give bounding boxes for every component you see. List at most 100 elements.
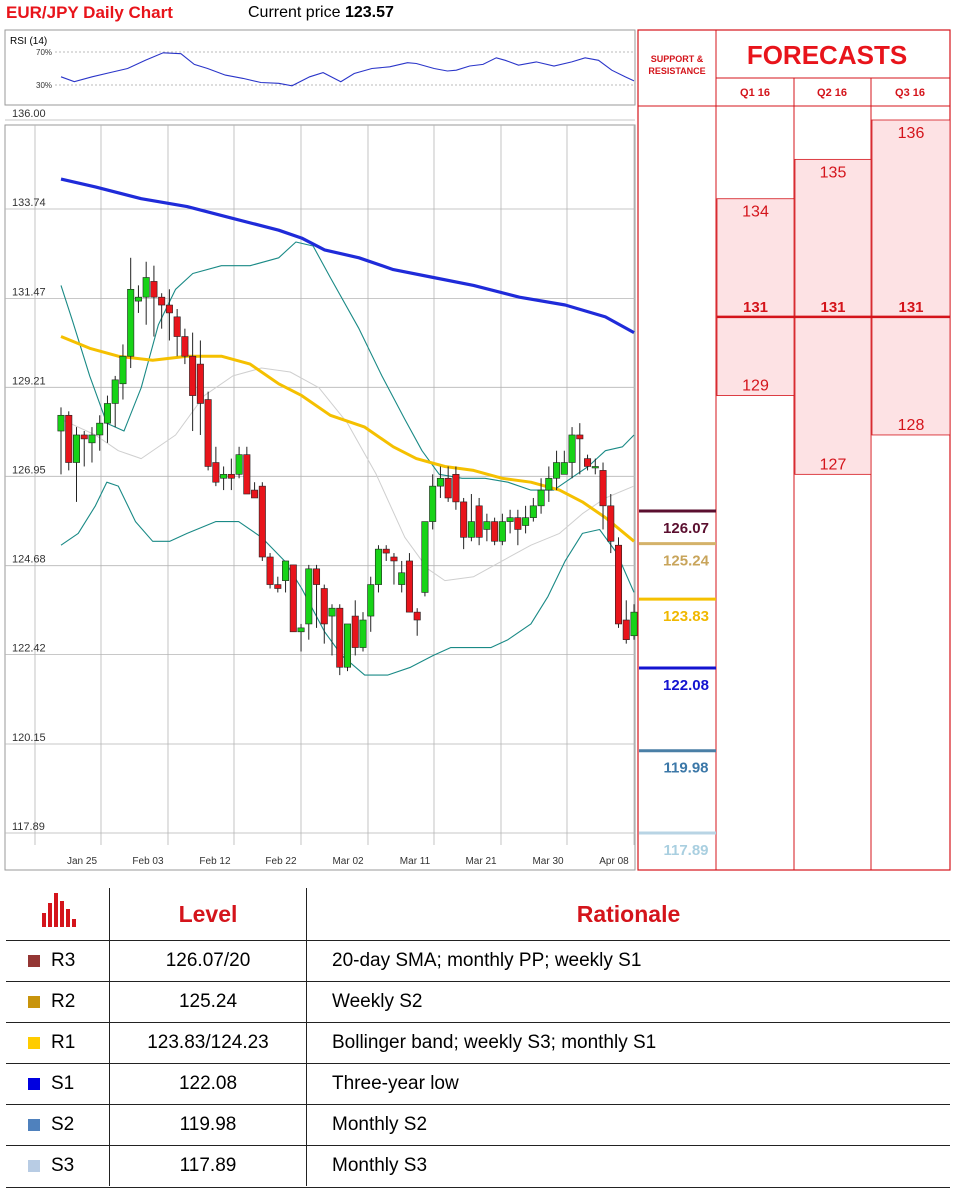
candle-body (227, 474, 235, 479)
candle-body (158, 296, 166, 306)
candle (243, 446, 251, 495)
candle-body (483, 521, 491, 530)
candle (498, 513, 506, 546)
candle (452, 466, 460, 510)
candle (436, 466, 444, 498)
y-axis-labels: 136.00 133.74 131.47 129.21 126.95 124.68 122.… (12, 108, 46, 833)
candle-body (622, 619, 630, 640)
candle (374, 545, 382, 593)
candle-body (111, 379, 119, 404)
support-resistance-levels: 126.07 125.24 123.83 122.08 119.98 117.89 (639, 509, 716, 859)
rsi-30-label: 30% (36, 81, 52, 90)
level-name-cell: R2 (6, 981, 110, 1023)
table-row: S1 122.08 Three-year low (6, 1063, 950, 1105)
candle (72, 427, 80, 502)
level-name-cell: S3 (6, 1145, 110, 1186)
level-rationale: Three-year low (306, 1063, 950, 1105)
candle (568, 427, 576, 479)
y-tick-label: 131.47 (12, 286, 46, 298)
candle-body (142, 277, 150, 298)
candle-body (189, 355, 197, 396)
level-name: R1 (51, 1031, 76, 1053)
candle (359, 612, 367, 652)
x-tick-label: Mar 11 (400, 856, 431, 867)
candle-body (537, 489, 545, 507)
bb_upper-line (60, 241, 635, 491)
level-rationale: Monthly S3 (306, 1145, 950, 1186)
x-tick-label: Mar 02 (332, 856, 364, 867)
candle (615, 537, 623, 628)
candle-body (88, 434, 96, 444)
candlesticks (57, 257, 638, 676)
candle-body (328, 607, 336, 617)
candle-body (65, 414, 73, 463)
candle-body (243, 454, 251, 495)
rsi-polyline (60, 52, 635, 87)
x-tick-label: Mar 21 (465, 856, 497, 867)
eurjpy-chart: RSI (14) 70% 30% 136.00 133.74 131.47 129.2… (4, 29, 951, 871)
table-header-row: Level Rationale (6, 888, 950, 941)
candle (150, 265, 158, 337)
candle-body (103, 403, 111, 424)
level-name: R2 (51, 990, 76, 1012)
candle-body (584, 458, 592, 467)
table-row: R1 123.83/124.23 Bollinger band; weekly S3… (6, 1022, 950, 1064)
table-bottom-border (6, 1187, 950, 1188)
candle (607, 494, 615, 554)
candle-body (282, 560, 290, 581)
candle (413, 608, 421, 636)
candle (204, 391, 212, 471)
candle (514, 509, 522, 546)
level-name: R3 (51, 949, 76, 971)
candle (258, 482, 266, 561)
level-value: 119.98 (109, 1104, 307, 1146)
candle-body (320, 588, 328, 625)
current-price: Current price 123.57 (248, 4, 394, 22)
forecast-high: 136 (898, 125, 925, 142)
candle (220, 466, 228, 491)
candle (421, 521, 429, 597)
candle-body (413, 611, 421, 621)
price-grid (5, 119, 635, 845)
x-tick-label: Feb 03 (132, 856, 164, 867)
candle-body (173, 316, 181, 337)
level-color-swatch (28, 954, 40, 967)
level-name-cell: R3 (6, 940, 110, 982)
forecast-mid: 131 (820, 299, 845, 316)
level-name: S2 (51, 1113, 75, 1135)
current-price-label: Current price (248, 4, 341, 21)
candle (398, 560, 406, 593)
sr-value: 119.98 (663, 760, 708, 777)
candle (282, 560, 290, 593)
candle-body (545, 477, 553, 491)
candle (343, 623, 351, 672)
rsi-label: RSI (14) (10, 36, 47, 47)
sr-value: 123.83 (663, 608, 709, 625)
candle (506, 509, 514, 534)
level-name-cell: S2 (6, 1104, 110, 1146)
candle-body (212, 462, 220, 483)
candle-body (607, 505, 615, 542)
x-axis-labels: Jan 25 Feb 03 Feb 12 Feb 22 Mar 02 Mar 11 Mar … (67, 856, 629, 867)
levels-table: Level Rationale R3 126.07/20 20-day SMA; m… (6, 888, 950, 1186)
candle (289, 564, 297, 633)
candle-body (251, 489, 259, 499)
level-value: 125.24 (109, 981, 307, 1023)
candle-body (336, 607, 344, 668)
candle-body (529, 505, 537, 518)
candle (96, 415, 104, 451)
candle (235, 446, 243, 479)
candle-body (150, 281, 158, 298)
candle (212, 446, 220, 487)
y-tick-label: 122.42 (12, 643, 46, 655)
level-rationale: Weekly S2 (306, 981, 950, 1023)
candle-body (568, 434, 576, 463)
forecast-range (716, 198, 795, 396)
forecast-low: 129 (742, 378, 769, 395)
q3-header: Q3 16 (895, 87, 925, 99)
candle-body (235, 454, 243, 475)
candle (274, 576, 282, 593)
sr-header-line2: RESISTANCE (648, 66, 705, 76)
y-tick-label: 120.15 (12, 732, 46, 744)
sma200-line (60, 177, 635, 335)
